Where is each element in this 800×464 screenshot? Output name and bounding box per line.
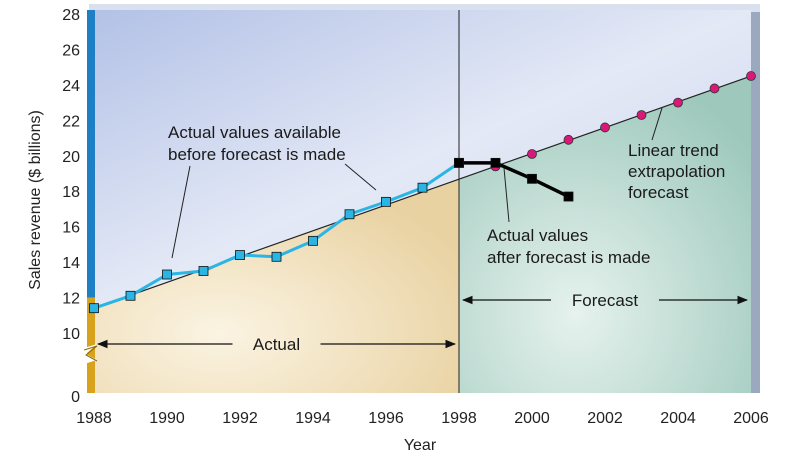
x-tick-label: 1988 [76,410,112,427]
series-actual-before-point [89,303,99,314]
series-linear-trend-point [673,97,683,108]
annotation-before-line-1: Actual values available [168,123,341,142]
annotation-after: Actual values after forecast is made [487,167,650,267]
y-axis-break-line [83,345,98,362]
series-actual-before-point [198,266,209,276]
series-linear-trend-point [527,149,537,159]
y-tick-label: 16 [62,220,80,237]
region-label-0: Actual [253,335,300,354]
series-actual-after-point [454,157,464,168]
series-actual-before-point [308,235,318,246]
y-axis-bar [83,10,98,393]
x-tick-label: 2000 [514,410,550,427]
x-tick-label: 1992 [222,410,258,427]
series-linear-trend-point [746,71,756,81]
annotation-trend-line-3: forecast [628,183,689,202]
series-actual-before-point [235,250,245,260]
series-actual-after-line [459,161,570,199]
plot-frame-top-bevel [89,4,760,12]
x-axis-label: Year [404,437,437,454]
series-linear-trend-point [563,134,574,145]
upper-background-region [89,10,751,310]
y-axis-bar-lower [87,297,95,393]
x-tick-label: 1996 [368,410,404,427]
regions-layer: Actual Forecast [96,291,749,354]
y-tick-label: 26 [62,42,80,59]
y-axis-ticks: 0 10 12 14 16 18 20 22 24 26 28 [62,7,80,406]
annotation-before: Actual values available before forecast … [168,123,377,259]
x-tick-label: 2004 [660,410,696,427]
series-actual-before-point [381,196,391,207]
y-axis-label: Sales revenue ($ billions) [27,110,44,290]
annotation-before-leader-2 [344,163,377,191]
y-axis-bar-upper [87,10,95,298]
annotation-trend-line-1: Linear trend [628,141,719,160]
region-label-1: Forecast [572,291,638,310]
series-linear-trend-point [709,83,720,94]
annotation-after-line-1: Actual values [487,226,588,245]
series-linear-trend-point [636,110,647,120]
y-tick-label: 0 [71,389,80,406]
series-actual-before-point [344,209,355,220]
y-tick-label: 12 [62,291,80,308]
y-tick-label: 14 [62,255,80,272]
x-tick-label: 2006 [733,410,769,427]
annotation-before-line-2: before forecast is made [168,145,346,164]
series-actual-before-point [162,269,172,280]
x-tick-label: 1998 [441,410,477,427]
series-actual-after-point [563,191,574,202]
plot-frame-right-bevel [750,10,760,393]
y-tick-label: 20 [62,149,80,166]
y-tick-label: 10 [62,326,80,343]
y-tick-label: 24 [62,78,80,95]
annotation-trend: Linear trend extrapolation forecast [628,107,725,202]
series-actual-before-point [271,251,282,262]
annotation-after-line-2: after forecast is made [487,248,650,267]
annotation-after-leader [503,167,510,223]
series-layer [89,71,756,314]
series-linear-trend-point [600,122,610,133]
x-tick-label: 1990 [149,410,185,427]
actual-background-region [89,179,459,393]
series-actual-after-point [527,173,537,184]
series-actual-after-point [490,157,501,168]
x-tick-label: 2002 [587,410,623,427]
series-actual-before-point [125,290,136,301]
y-tick-label: 22 [62,113,80,130]
x-axis-ticks: 1988 1990 1992 1994 1996 1998 2000 2002 2004 2006 [76,410,769,427]
annotation-trend-leader [651,107,663,141]
annotation-trend-line-2: extrapolation [628,162,725,181]
y-tick-label: 18 [62,184,80,201]
x-tick-label: 1994 [295,410,331,427]
series-actual-before-point [417,182,428,193]
annotation-before-leader-1 [171,165,191,259]
y-tick-label: 28 [62,7,80,24]
